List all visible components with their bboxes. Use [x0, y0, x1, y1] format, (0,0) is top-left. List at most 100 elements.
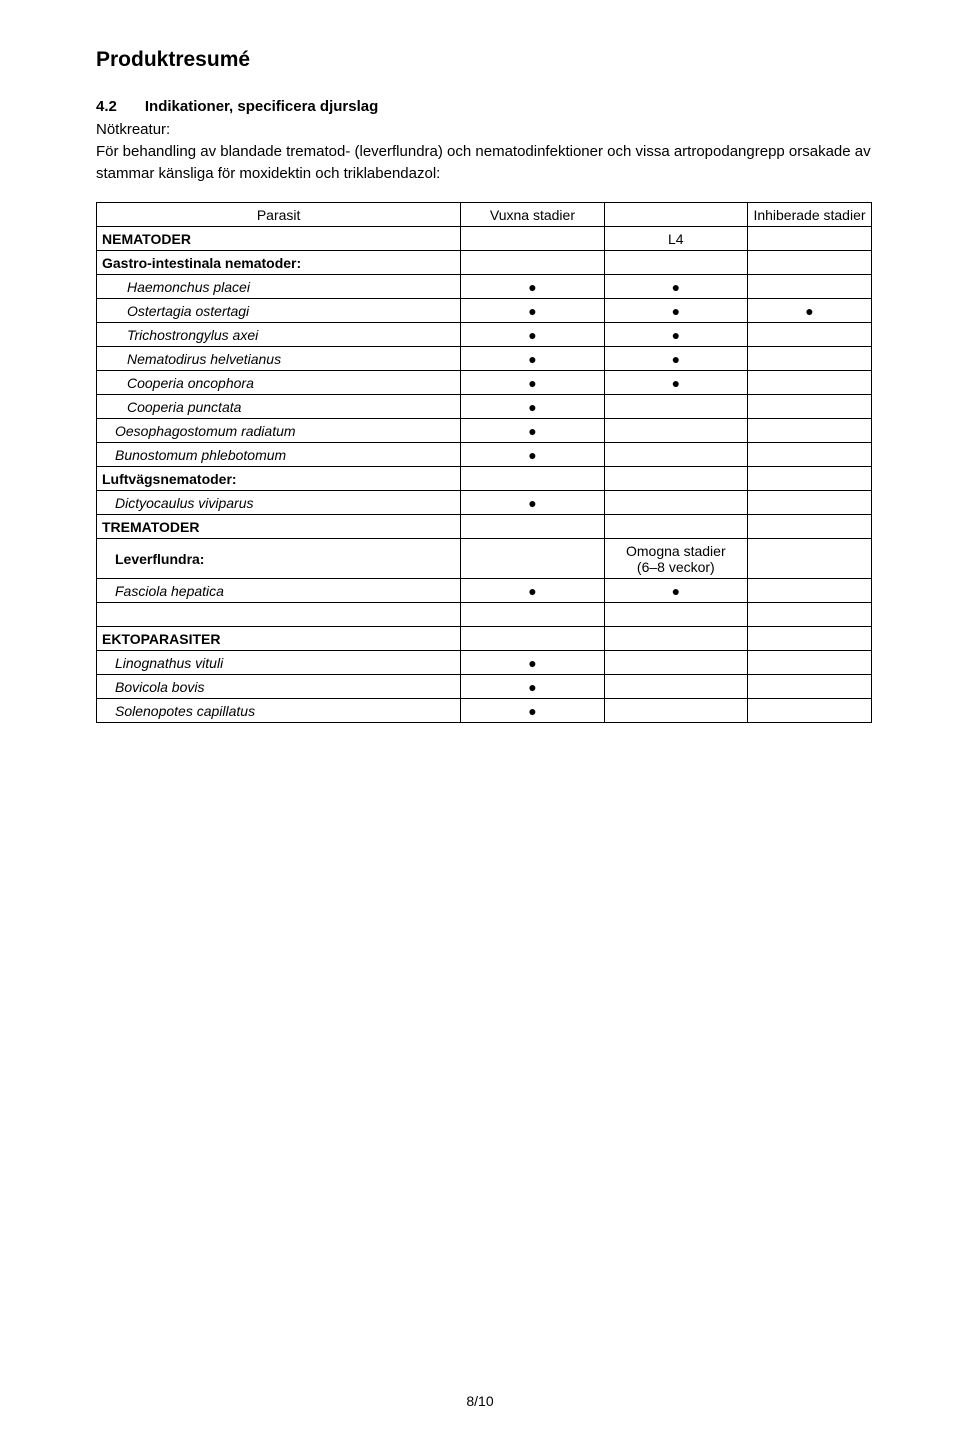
row-l4: Omogna stadier(6–8 veckor) — [604, 539, 747, 579]
row-inhib — [748, 227, 872, 251]
row-label: Luftvägsnematoder: — [97, 467, 461, 491]
row-vuxna: ● — [461, 675, 604, 699]
row-vuxna: ● — [461, 395, 604, 419]
row-label: Solenopotes capillatus — [97, 699, 461, 723]
parasite-table: Parasit Vuxna stadier Inhiberade stadier… — [96, 202, 872, 723]
row-inhib — [748, 467, 872, 491]
row-inhib — [748, 395, 872, 419]
row-l4: L4 — [604, 227, 747, 251]
row-label: Linognathus vituli — [97, 651, 461, 675]
row-vuxna — [461, 515, 604, 539]
row-inhib — [748, 323, 872, 347]
page: Produktresumé 4.2 Indikationer, specific… — [0, 0, 960, 1451]
row-label: NEMATODER — [97, 227, 461, 251]
section-heading: 4.2 Indikationer, specificera djurslag — [96, 98, 872, 115]
row-vuxna — [461, 467, 604, 491]
row-vuxna: ● — [461, 323, 604, 347]
table-row: Cooperia oncophora●● — [97, 371, 872, 395]
row-inhib — [748, 627, 872, 651]
row-inhib — [748, 443, 872, 467]
row-inhib — [748, 539, 872, 579]
row-inhib — [748, 651, 872, 675]
row-l4 — [604, 395, 747, 419]
row-label: TREMATODER — [97, 515, 461, 539]
row-label: Cooperia oncophora — [97, 371, 461, 395]
intro-paragraph: Nötkreatur: För behandling av blandade t… — [96, 119, 872, 184]
row-l4: ● — [604, 371, 747, 395]
row-l4 — [604, 651, 747, 675]
table-row: Bunostomum phlebotomum● — [97, 443, 872, 467]
header-inhib: Inhiberade stadier — [748, 203, 872, 227]
row-label: Bovicola bovis — [97, 675, 461, 699]
row-inhib — [748, 603, 872, 627]
row-label: Haemonchus placei — [97, 275, 461, 299]
row-vuxna: ● — [461, 299, 604, 323]
row-label: Leverflundra: — [97, 539, 461, 579]
row-label: Dictyocaulus viviparus — [97, 491, 461, 515]
header-l4-blank — [604, 203, 747, 227]
row-vuxna — [461, 227, 604, 251]
row-inhib — [748, 371, 872, 395]
section-title: Indikationer, specificera djurslag — [145, 98, 378, 115]
table-row — [97, 603, 872, 627]
row-vuxna: ● — [461, 651, 604, 675]
row-vuxna — [461, 603, 604, 627]
table-row: Luftvägsnematoder: — [97, 467, 872, 491]
table-row: Fasciola hepatica●● — [97, 579, 872, 603]
table-header-row: Parasit Vuxna stadier Inhiberade stadier — [97, 203, 872, 227]
row-inhib — [748, 419, 872, 443]
table-row: Cooperia punctata● — [97, 395, 872, 419]
row-l4: ● — [604, 347, 747, 371]
table-row: Nematodirus helvetianus●● — [97, 347, 872, 371]
row-label: Nematodirus helvetianus — [97, 347, 461, 371]
row-vuxna: ● — [461, 275, 604, 299]
table-row: Oesophagostomum radiatum● — [97, 419, 872, 443]
row-label: Fasciola hepatica — [97, 579, 461, 603]
row-vuxna: ● — [461, 699, 604, 723]
row-l4 — [604, 627, 747, 651]
row-vuxna: ● — [461, 491, 604, 515]
table-row: Ostertagia ostertagi●●● — [97, 299, 872, 323]
row-l4 — [604, 675, 747, 699]
row-vuxna — [461, 627, 604, 651]
para-lines: För behandling av blandade trematod- (le… — [96, 143, 871, 182]
row-l4 — [604, 699, 747, 723]
row-label: Bunostomum phlebotomum — [97, 443, 461, 467]
row-l4: ● — [604, 299, 747, 323]
table-row: NEMATODER L4 — [97, 227, 872, 251]
row-inhib — [748, 491, 872, 515]
row-l4 — [604, 251, 747, 275]
row-inhib — [748, 275, 872, 299]
row-vuxna: ● — [461, 371, 604, 395]
row-label: Cooperia punctata — [97, 395, 461, 419]
row-inhib — [748, 675, 872, 699]
page-title: Produktresumé — [96, 48, 872, 72]
table-row: EKTOPARASITER — [97, 627, 872, 651]
table-row-leverflundra: Leverflundra: Omogna stadier(6–8 veckor) — [97, 539, 872, 579]
row-l4 — [604, 467, 747, 491]
header-vuxna: Vuxna stadier — [461, 203, 604, 227]
row-inhib: ● — [748, 299, 872, 323]
row-vuxna — [461, 539, 604, 579]
row-inhib — [748, 579, 872, 603]
table-row: Solenopotes capillatus● — [97, 699, 872, 723]
row-label — [97, 603, 461, 627]
row-label: Ostertagia ostertagi — [97, 299, 461, 323]
table-row: Trichostrongylus axei●● — [97, 323, 872, 347]
row-l4: ● — [604, 275, 747, 299]
table-row: Dictyocaulus viviparus● — [97, 491, 872, 515]
table-row: Gastro-intestinala nematoder: — [97, 251, 872, 275]
header-parasit: Parasit — [97, 203, 461, 227]
row-inhib — [748, 515, 872, 539]
row-label: EKTOPARASITER — [97, 627, 461, 651]
row-label: Oesophagostomum radiatum — [97, 419, 461, 443]
table-row: Linognathus vituli● — [97, 651, 872, 675]
row-vuxna: ● — [461, 419, 604, 443]
row-vuxna: ● — [461, 579, 604, 603]
row-l4 — [604, 491, 747, 515]
row-l4 — [604, 515, 747, 539]
row-vuxna — [461, 251, 604, 275]
row-l4: ● — [604, 323, 747, 347]
row-vuxna: ● — [461, 347, 604, 371]
row-l4 — [604, 419, 747, 443]
